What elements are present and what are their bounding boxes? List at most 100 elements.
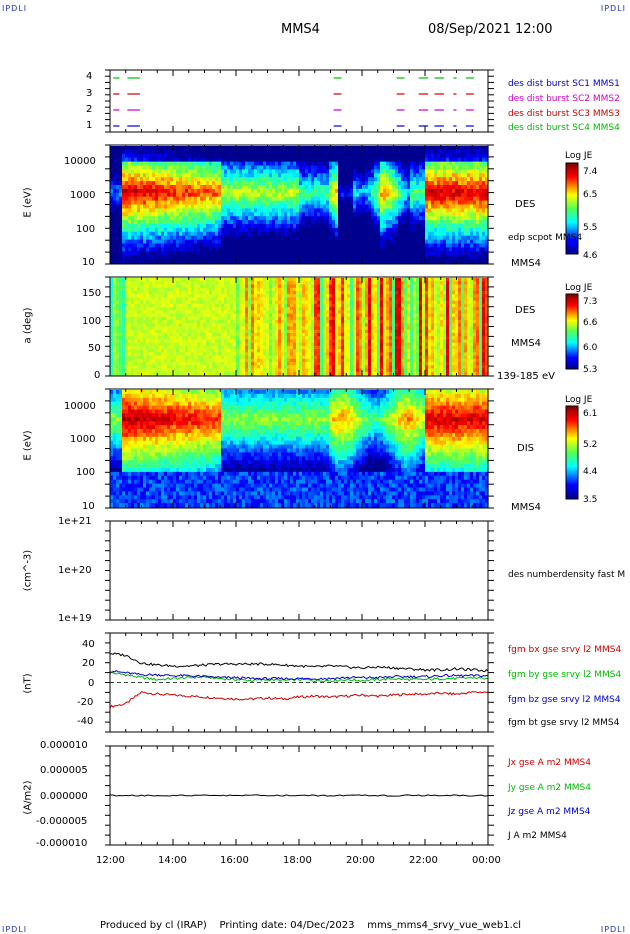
des-energy-cell (146, 227, 150, 233)
des-energy-cell (167, 181, 171, 186)
des-energy-cell (146, 251, 150, 256)
des-energy-cell (116, 231, 120, 237)
des-energy-cell (245, 165, 249, 170)
des-energy-cell (314, 227, 318, 233)
des-energy-cell (164, 235, 168, 241)
des-energy-cell (287, 216, 291, 221)
des-energy-cell (239, 208, 243, 213)
des-energy-cell (203, 247, 207, 252)
des-energy-cell (158, 188, 162, 194)
des-energy-cell (317, 247, 321, 252)
des-energy-cell (185, 231, 189, 237)
des-energy-cell (242, 192, 246, 198)
des-energy-cell (299, 185, 303, 190)
des-energy-cell (215, 204, 219, 209)
des-energy-cell (125, 224, 129, 229)
des-energy-cell (146, 224, 150, 229)
des-energy-cell (242, 157, 246, 163)
des-energy-cell (287, 235, 291, 241)
des-energy-cell (218, 243, 222, 248)
des-energy-cell (326, 149, 330, 155)
des-energy-cell (119, 149, 123, 155)
des-energy-cell (323, 157, 327, 163)
des-energy-cell (263, 161, 267, 167)
des-energy-cell (305, 220, 309, 225)
des-energy-cell (188, 192, 192, 198)
des-energy-cell (284, 235, 288, 241)
des-energy-cell (227, 188, 231, 194)
des-energy-cell (143, 157, 147, 163)
des-energy-cell (185, 259, 189, 264)
des-energy-cell (215, 146, 219, 151)
des-energy-cell (248, 231, 252, 237)
des-energy-cell (122, 227, 126, 233)
des-energy-cell (167, 169, 171, 174)
des-energy-cell (218, 185, 222, 190)
des-energy-cell (254, 185, 258, 190)
des-energy-cell (185, 165, 189, 170)
des-energy-cell (254, 192, 258, 198)
des-energy-cell (203, 157, 207, 163)
des-energy-cell (221, 165, 225, 170)
des-energy-cell (290, 231, 294, 237)
des-energy-cell (290, 146, 294, 151)
des-energy-cell (293, 188, 297, 194)
des-energy-cell (158, 192, 162, 198)
des-energy-cell (311, 224, 315, 229)
des-energy-cell (131, 227, 135, 233)
des-energy-cell (194, 177, 198, 182)
des-energy-cell (119, 208, 123, 213)
des-energy-cell (116, 204, 120, 209)
des-energy-cell (191, 200, 195, 206)
des-energy-cell (140, 185, 144, 190)
des-energy-cell (200, 224, 204, 229)
des-energy-cell (227, 216, 231, 221)
des-energy-cell (125, 220, 129, 225)
des-energy-cell (161, 169, 165, 174)
des-energy-cell (194, 196, 198, 202)
des-energy-cell (125, 243, 129, 248)
des-energy-cell (296, 200, 300, 206)
des-energy-cell (254, 200, 258, 206)
des-energy-cell (182, 185, 186, 190)
des-energy-cell (188, 146, 192, 151)
des-energy-cell (176, 173, 180, 178)
des-energy-cell (302, 208, 306, 213)
des-energy-cell (149, 227, 153, 233)
des-energy-cell (176, 247, 180, 252)
des-energy-cell (242, 224, 246, 229)
des-energy-cell (266, 165, 270, 170)
des-energy-cell (314, 231, 318, 237)
des-energy-cell (236, 224, 240, 229)
des-energy-cell (182, 161, 186, 167)
des-energy-cell (191, 259, 195, 264)
des-energy-cell (305, 181, 309, 186)
des-energy-cell (155, 255, 159, 260)
des-energy-cell (209, 161, 213, 167)
des-energy-cell (260, 173, 264, 178)
des-energy-cell (125, 200, 129, 206)
des-energy-cell (113, 157, 117, 163)
des-energy-cell (188, 247, 192, 252)
des-energy-cell (266, 146, 270, 151)
des-energy-cell (128, 204, 132, 209)
des-energy-cell (281, 173, 285, 178)
des-energy-cell (284, 243, 288, 248)
des-energy-cell (305, 153, 309, 159)
des-energy-cell (143, 161, 147, 167)
des-energy-cell (293, 173, 297, 178)
des-energy-cell (296, 185, 300, 190)
des-energy-cell (242, 247, 246, 252)
des-energy-cell (326, 259, 330, 264)
des-energy-cell (239, 227, 243, 233)
des-energy-cell (239, 161, 243, 167)
des-energy-cell (185, 169, 189, 174)
des-energy-cell (323, 173, 327, 178)
des-energy-cell (209, 204, 213, 209)
des-energy-cell (167, 200, 171, 206)
des-energy-cell (284, 231, 288, 237)
des-energy-cell (146, 220, 150, 225)
des-energy-cell (272, 146, 276, 151)
des-energy-cell (155, 165, 159, 170)
des-energy-cell (200, 149, 204, 155)
